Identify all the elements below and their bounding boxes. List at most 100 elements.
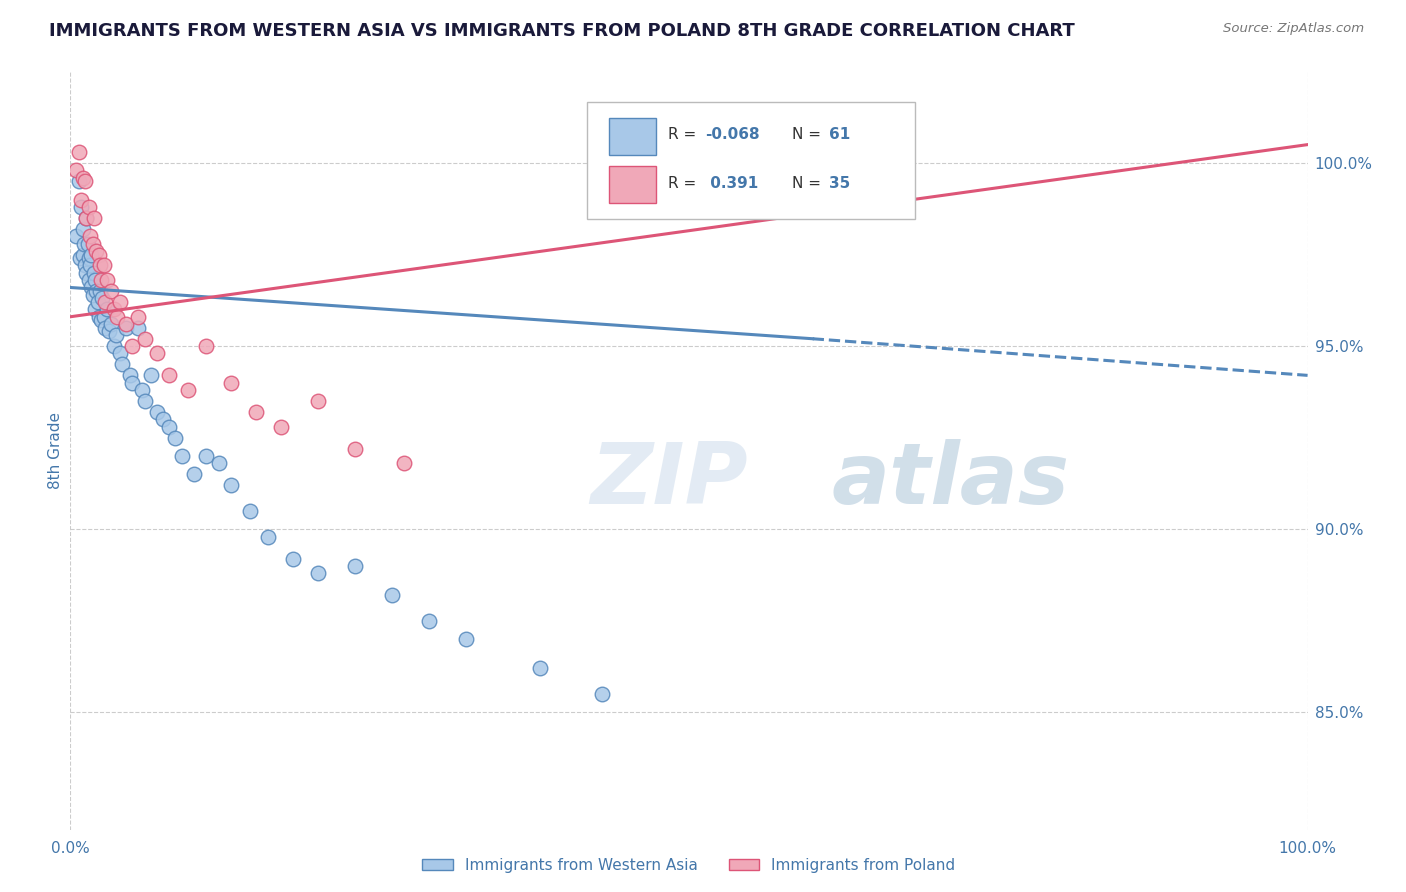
- Point: [100, 284, 122, 298]
- Point: [121, 339, 143, 353]
- Point: [103, 339, 125, 353]
- Point: [343, 558, 366, 573]
- Point: [84, 302, 107, 317]
- Legend: Immigrants from Western Asia, Immigrants from Poland: Immigrants from Western Asia, Immigrants…: [416, 852, 962, 879]
- Point: [77, 273, 100, 287]
- Point: [529, 661, 551, 675]
- Point: [108, 295, 131, 310]
- Point: [208, 456, 231, 470]
- Point: [591, 687, 613, 701]
- Point: [177, 383, 200, 397]
- Point: [105, 328, 128, 343]
- Point: [146, 346, 169, 360]
- Text: R =: R =: [668, 176, 706, 191]
- Point: [82, 287, 104, 301]
- Point: [91, 292, 114, 306]
- Point: [195, 449, 218, 463]
- Point: [65, 229, 87, 244]
- Point: [94, 320, 117, 334]
- Point: [111, 358, 134, 372]
- Text: 61: 61: [828, 127, 851, 142]
- Point: [307, 566, 329, 581]
- Text: R =: R =: [668, 127, 702, 142]
- Text: atlas: atlas: [831, 439, 1070, 523]
- Point: [219, 376, 242, 390]
- Point: [77, 200, 100, 214]
- Text: 100.0%: 100.0%: [1278, 840, 1337, 855]
- Point: [381, 588, 404, 602]
- Point: [257, 529, 280, 543]
- Point: [165, 431, 187, 445]
- Point: [84, 244, 107, 258]
- Point: [69, 251, 91, 265]
- Point: [170, 449, 193, 463]
- Point: [245, 405, 267, 419]
- Point: [72, 247, 94, 261]
- Point: [75, 259, 97, 273]
- Point: [418, 614, 440, 628]
- Point: [89, 259, 111, 273]
- Point: [93, 310, 115, 324]
- Point: [307, 394, 329, 409]
- FancyBboxPatch shape: [588, 102, 915, 219]
- Point: [115, 317, 138, 331]
- Point: [93, 259, 115, 273]
- Point: [75, 174, 97, 188]
- Point: [70, 200, 93, 214]
- Point: [80, 280, 103, 294]
- Point: [67, 145, 90, 159]
- Point: [105, 310, 128, 324]
- Text: 35: 35: [828, 176, 851, 191]
- Point: [87, 247, 110, 261]
- Point: [152, 412, 174, 426]
- Point: [195, 339, 218, 353]
- Point: [73, 236, 96, 251]
- Point: [83, 211, 105, 225]
- Point: [281, 551, 304, 566]
- Point: [270, 419, 292, 434]
- Point: [108, 346, 131, 360]
- Point: [89, 284, 111, 298]
- Point: [456, 632, 478, 646]
- Text: N =: N =: [792, 127, 825, 142]
- Point: [157, 419, 180, 434]
- Bar: [609, 166, 655, 202]
- Y-axis label: 8th Grade: 8th Grade: [48, 412, 63, 489]
- Text: Source: ZipAtlas.com: Source: ZipAtlas.com: [1223, 22, 1364, 36]
- Point: [103, 302, 125, 317]
- Point: [100, 317, 122, 331]
- Bar: [609, 119, 655, 155]
- Point: [79, 229, 101, 244]
- Point: [67, 174, 90, 188]
- Point: [65, 163, 87, 178]
- Point: [70, 193, 93, 207]
- Point: [82, 236, 104, 251]
- Point: [121, 376, 143, 390]
- Point: [219, 478, 242, 492]
- Point: [183, 467, 205, 482]
- Point: [77, 251, 100, 265]
- Point: [90, 273, 112, 287]
- Point: [139, 368, 162, 383]
- Point: [134, 394, 156, 409]
- Point: [134, 332, 156, 346]
- Point: [72, 222, 94, 236]
- Point: [79, 259, 101, 273]
- Point: [90, 313, 112, 327]
- Point: [394, 456, 416, 470]
- Point: [146, 405, 169, 419]
- Point: [96, 302, 118, 317]
- Point: [97, 325, 120, 339]
- Point: [86, 295, 108, 310]
- Point: [239, 504, 262, 518]
- Point: [94, 295, 117, 310]
- Point: [84, 273, 107, 287]
- Point: [87, 310, 110, 324]
- Point: [83, 266, 105, 280]
- Point: [75, 211, 97, 225]
- Point: [75, 211, 97, 225]
- Point: [127, 310, 149, 324]
- Point: [115, 320, 138, 334]
- Point: [84, 284, 107, 298]
- Text: -0.068: -0.068: [704, 127, 759, 142]
